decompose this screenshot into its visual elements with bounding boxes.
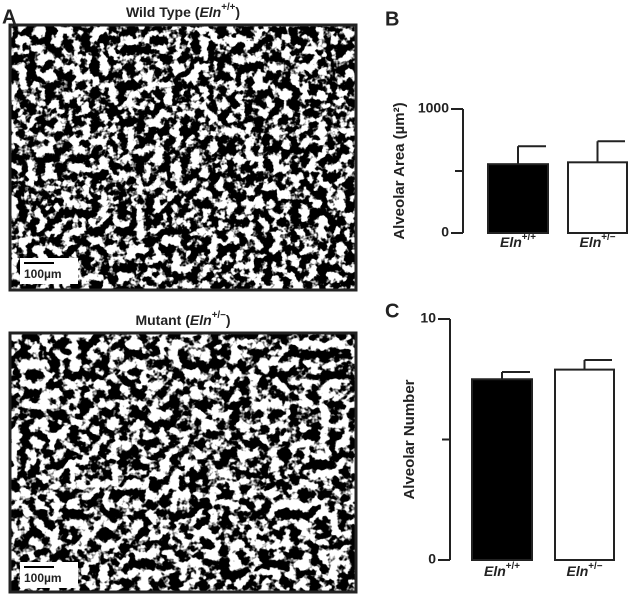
micrograph [8,331,358,594]
y-tick-label: 1000 [418,100,449,116]
y-tick-label: 10 [420,310,436,326]
image-title: Wild Type (Eln+/+) [126,2,240,20]
bar [554,368,615,561]
x-tick-label: Eln+/− [567,561,603,579]
y-axis-label: Alveolar Area (µm²) [391,102,408,239]
bar [487,163,549,234]
image-title: Mutant (Eln+/−) [135,310,230,328]
x-tick-label: Eln+/+ [500,232,536,250]
bar [567,161,628,235]
x-tick-label: Eln+/− [580,232,616,250]
scale-label: 100µm [24,267,62,281]
panel-label: B [385,8,399,30]
bar [471,378,533,561]
micrograph [8,23,358,292]
x-tick-label: Eln+/+ [484,561,520,579]
y-tick-label: 0 [441,224,449,240]
panel-label: C [385,300,399,322]
scale-label: 100µm [24,571,62,585]
y-axis-label: Alveolar Number [401,379,418,499]
panel-label: A [2,6,16,28]
y-tick-label: 0 [428,551,436,567]
